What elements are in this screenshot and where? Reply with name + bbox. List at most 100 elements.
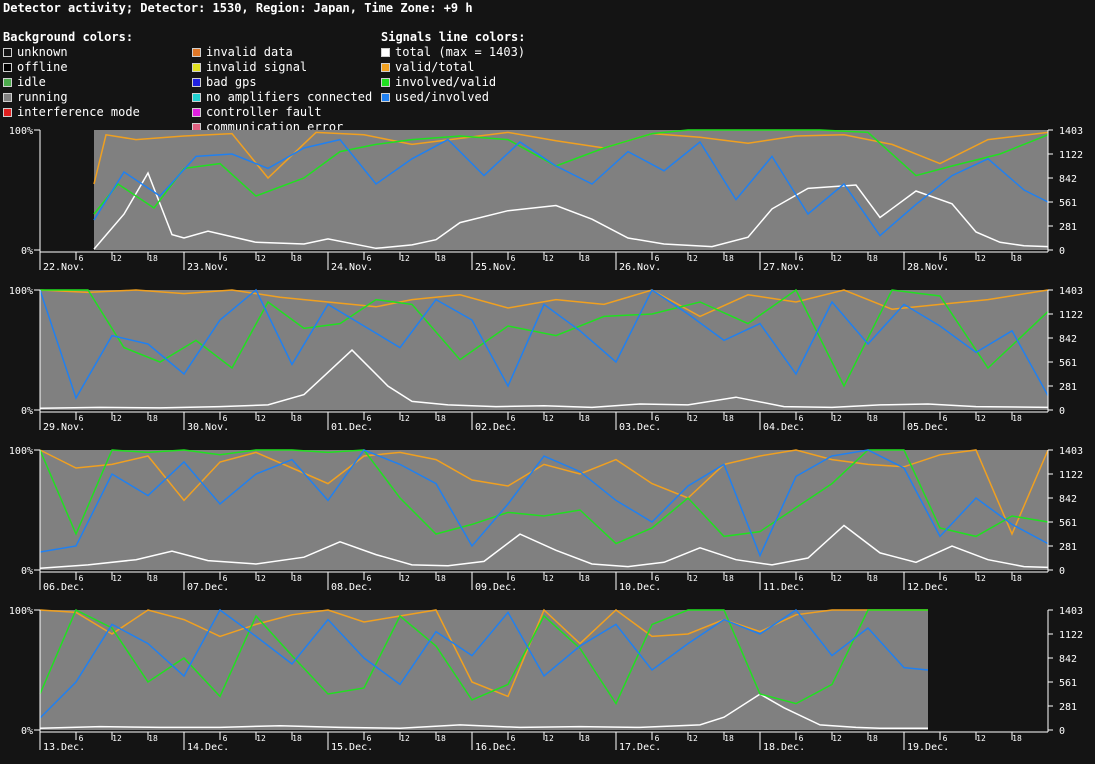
legend-item: involved/valid xyxy=(381,75,526,90)
right-tick-label: 561 xyxy=(1059,678,1077,689)
right-tick-label: 281 xyxy=(1059,702,1077,713)
legend-swatch-icon xyxy=(381,63,390,72)
right-tick-label: 281 xyxy=(1059,542,1077,553)
legend-background-colors: Background colors: unknown offline idle run… xyxy=(3,30,140,120)
day-label: 02.Dec. xyxy=(475,422,517,433)
series-used-line xyxy=(39,288,1049,400)
left-tick-label: 100% xyxy=(9,126,33,137)
hour-tick-label: 6 xyxy=(655,414,660,423)
hour-tick-label: 18 xyxy=(580,254,590,263)
right-tick-label: 561 xyxy=(1059,198,1077,209)
day-label: 24.Nov. xyxy=(331,262,373,273)
right-tick-label: 842 xyxy=(1059,654,1077,665)
legend-swatch-icon xyxy=(3,48,12,57)
hour-tick-label: 6 xyxy=(799,574,804,583)
hour-tick-label: 12 xyxy=(832,254,842,263)
legend-item: idle xyxy=(3,75,140,90)
right-tick-label: 1122 xyxy=(1059,470,1083,481)
left-tick-label: 0% xyxy=(21,406,33,417)
hour-tick-label: 6 xyxy=(511,574,516,583)
legend-item: offline xyxy=(3,60,140,75)
legend-item: used/involved xyxy=(381,90,526,105)
day-label: 16.Dec. xyxy=(475,742,517,753)
chart-title: Detector activity; Detector: 1530, Regio… xyxy=(3,1,473,15)
hour-tick-label: 6 xyxy=(943,254,948,263)
legend-item: total (max = 1403) xyxy=(381,45,526,60)
hour-tick-label: 6 xyxy=(799,734,804,743)
hour-tick-label: 6 xyxy=(943,734,948,743)
hour-tick-label: 6 xyxy=(79,254,84,263)
day-label: 11.Dec. xyxy=(763,582,805,593)
hour-tick-label: 12 xyxy=(544,574,554,583)
hour-tick-label: 12 xyxy=(112,574,122,583)
legend-item: invalid data xyxy=(192,45,372,60)
day-label: 19.Dec. xyxy=(907,742,949,753)
hour-tick-label: 18 xyxy=(148,254,158,263)
hour-tick-label: 6 xyxy=(799,254,804,263)
hour-tick-label: 12 xyxy=(976,574,986,583)
hour-tick-label: 18 xyxy=(724,734,734,743)
right-tick-label: 561 xyxy=(1059,358,1077,369)
hour-tick-label: 12 xyxy=(688,414,698,423)
hour-tick-label: 6 xyxy=(79,414,84,423)
right-tick-label: 1403 xyxy=(1059,126,1083,137)
legend-header: Signals line colors: xyxy=(381,30,526,44)
day-label: 03.Dec. xyxy=(619,422,661,433)
legend-label: controller fault xyxy=(206,105,322,119)
day-label: 07.Dec. xyxy=(187,582,229,593)
legend-item: bad gps xyxy=(192,75,372,90)
hour-tick-label: 12 xyxy=(976,254,986,263)
right-tick-label: 1403 xyxy=(1059,286,1083,297)
right-tick-label: 842 xyxy=(1059,174,1077,185)
legend-label: valid/total xyxy=(395,60,475,74)
series-total-line xyxy=(93,171,1049,250)
hour-tick-label: 12 xyxy=(112,414,122,423)
legend-swatch-icon xyxy=(192,48,201,57)
series-used-line xyxy=(39,449,1049,558)
hour-tick-label: 18 xyxy=(1012,414,1022,423)
hour-tick-label: 6 xyxy=(79,574,84,583)
hour-tick-label: 12 xyxy=(400,574,410,583)
left-tick-label: 0% xyxy=(21,726,33,737)
day-label: 12.Dec. xyxy=(907,582,949,593)
hour-tick-label: 6 xyxy=(655,574,660,583)
right-tick-label: 0 xyxy=(1059,566,1065,577)
hour-tick-label: 6 xyxy=(943,414,948,423)
series-valid-line xyxy=(93,131,1049,185)
hour-tick-label: 18 xyxy=(148,414,158,423)
hour-tick-label: 18 xyxy=(436,254,446,263)
legend-label: involved/valid xyxy=(395,75,497,89)
legend-signal-line-colors: Signals line colors: total (max = 1403) v… xyxy=(381,30,526,105)
hour-tick-label: 6 xyxy=(223,254,228,263)
hour-tick-label: 18 xyxy=(292,734,302,743)
left-tick-label: 0% xyxy=(21,246,33,257)
hour-tick-label: 18 xyxy=(436,414,446,423)
legend-label: invalid data xyxy=(206,45,293,59)
day-label: 09.Dec. xyxy=(475,582,517,593)
hour-tick-label: 18 xyxy=(868,734,878,743)
running-background xyxy=(40,450,1048,570)
legend-item: interference mode xyxy=(3,105,140,120)
hour-tick-label: 6 xyxy=(367,254,372,263)
day-label: 14.Dec. xyxy=(187,742,229,753)
right-tick-label: 1403 xyxy=(1059,446,1083,457)
right-tick-label: 561 xyxy=(1059,518,1077,529)
legend-header: Background colors: xyxy=(3,30,134,44)
hour-tick-label: 18 xyxy=(1012,254,1022,263)
hour-tick-label: 12 xyxy=(256,734,266,743)
hour-tick-label: 12 xyxy=(400,254,410,263)
hour-tick-label: 6 xyxy=(511,734,516,743)
hour-tick-label: 6 xyxy=(943,574,948,583)
hour-tick-label: 12 xyxy=(112,734,122,743)
series-valid-line xyxy=(39,608,928,698)
legend-label: bad gps xyxy=(206,75,257,89)
left-tick-label: 100% xyxy=(9,606,33,617)
series-used-line xyxy=(93,138,1049,237)
legend-label: idle xyxy=(17,75,46,89)
legend-item: valid/total xyxy=(381,60,526,75)
legend-swatch-icon xyxy=(381,93,390,102)
hour-tick-label: 12 xyxy=(544,734,554,743)
hour-tick-label: 18 xyxy=(436,574,446,583)
